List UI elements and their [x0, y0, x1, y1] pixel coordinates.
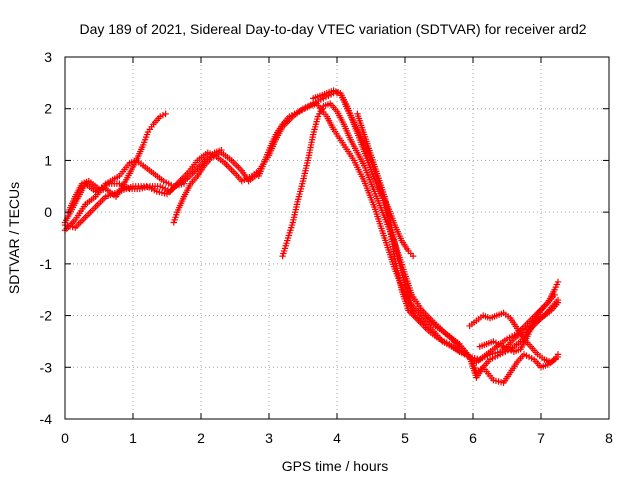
y-tick-label: -2 [40, 308, 53, 324]
series-arc-8 [310, 87, 417, 260]
data-point [554, 278, 562, 286]
x-tick-label: 2 [197, 430, 205, 446]
data-points [61, 87, 562, 386]
data-point [409, 252, 417, 260]
series-arc-5 [170, 149, 262, 226]
y-tick-label: 1 [44, 152, 52, 168]
data-point [162, 110, 169, 118]
x-tick-label: 6 [469, 430, 477, 446]
y-axis-label: SDTVAR / TECUs [6, 182, 22, 294]
x-tick-label: 5 [401, 430, 409, 446]
series-arc-9 [354, 110, 562, 386]
series-arc-7 [279, 100, 562, 376]
y-tick-labels: -4 -3 -2 -1 0 1 2 3 [40, 49, 53, 427]
y-tick-label: -1 [40, 256, 53, 272]
axis-ticks [64, 56, 610, 420]
series-arc-11 [476, 278, 562, 355]
y-tick-label: -3 [40, 359, 53, 375]
series-arc-4 [65, 90, 562, 363]
x-axis-label: GPS time / hours [282, 458, 389, 474]
data-point [554, 299, 562, 306]
y-tick-label: -4 [40, 411, 53, 427]
y-tick-label: 3 [44, 49, 52, 65]
chart-title: Day 189 of 2021, Sidereal Day-to-day VTE… [79, 21, 586, 37]
y-tick-label: 2 [44, 101, 52, 117]
x-tick-label: 1 [129, 430, 137, 446]
x-tick-label: 3 [265, 430, 273, 446]
y-tick-label: 0 [44, 204, 52, 220]
data-point [554, 353, 562, 361]
x-tick-label: 0 [61, 430, 69, 446]
series-arc-1 [61, 110, 169, 226]
x-tick-label: 8 [605, 430, 613, 446]
x-tick-labels: 0 1 2 3 4 5 6 7 8 [61, 430, 613, 446]
series-arc-10 [466, 309, 562, 366]
series-arc-6 [255, 100, 558, 366]
x-tick-label: 4 [333, 430, 341, 446]
x-tick-label: 7 [537, 430, 545, 446]
